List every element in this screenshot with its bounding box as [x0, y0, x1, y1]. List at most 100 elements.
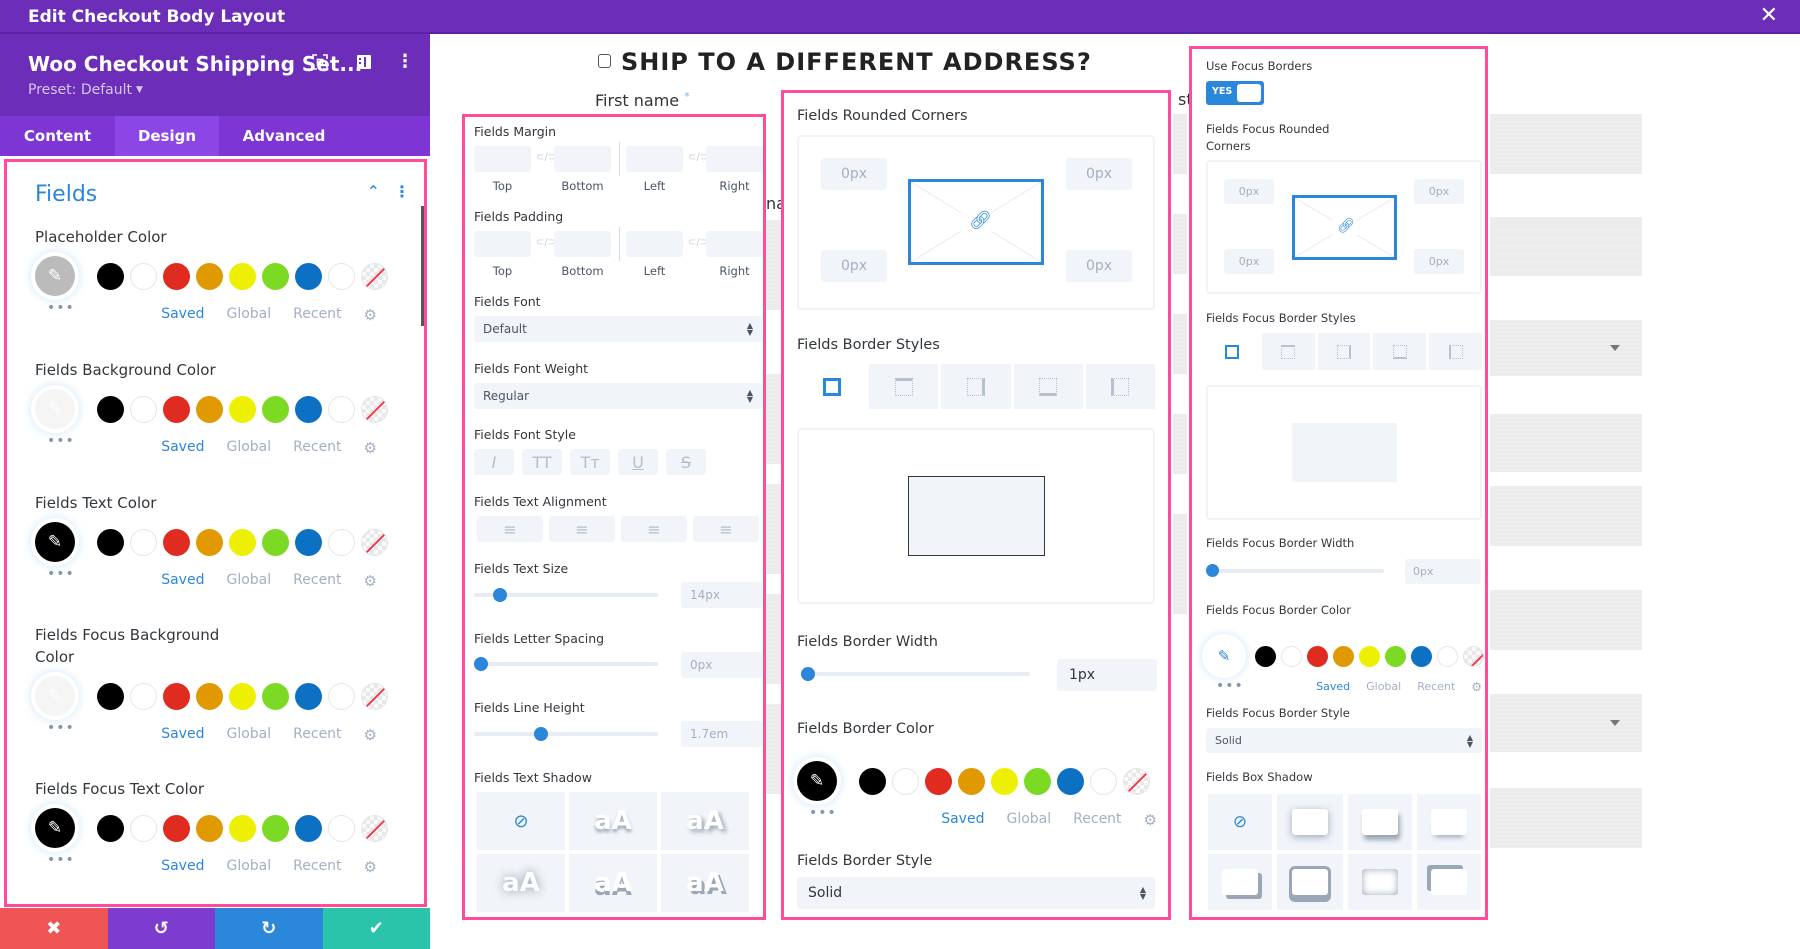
color-picker-button[interactable]: ✎ [797, 761, 837, 801]
global-tab[interactable]: Global [1006, 811, 1052, 827]
saved-tab[interactable]: Saved [161, 306, 205, 322]
more-dots-icon[interactable]: ••• [47, 300, 75, 316]
link-icon[interactable]: 🔗︎ [969, 210, 992, 231]
tab-advanced[interactable]: Advanced [242, 127, 326, 145]
shadow-option-4[interactable]: aA [569, 854, 657, 912]
more-dots-icon[interactable]: ••• [47, 852, 75, 868]
swatch-black[interactable] [97, 263, 124, 290]
margin-top-input[interactable] [474, 146, 531, 172]
swatch-orange[interactable] [958, 768, 985, 795]
swatch-red[interactable] [1307, 646, 1328, 667]
box-shadow-option-7[interactable] [1417, 854, 1481, 910]
recent-tab[interactable]: Recent [293, 572, 342, 588]
color-picker-button[interactable]: ✎ [35, 522, 75, 562]
border-right-icon[interactable] [941, 364, 1011, 409]
swatch-orange[interactable] [196, 396, 223, 423]
box-shadow-option-4[interactable] [1208, 854, 1272, 910]
corner-top-right-input[interactable]: 0px [1066, 158, 1132, 190]
shadow-option-5[interactable]: aA [661, 854, 749, 912]
swatch-white-2[interactable] [328, 263, 355, 290]
box-shadow-option-2[interactable] [1348, 794, 1412, 850]
swatch-orange[interactable] [196, 683, 223, 710]
recent-tab[interactable]: Recent [293, 306, 342, 322]
border-all-sides-icon[interactable] [1206, 333, 1259, 370]
color-picker-button[interactable]: ✎ [35, 256, 75, 296]
swatch-white-2[interactable] [328, 529, 355, 556]
recent-tab[interactable]: Recent [1073, 811, 1122, 827]
saved-tab[interactable]: Saved [941, 811, 985, 827]
saved-tab[interactable]: Saved [161, 572, 205, 588]
swatch-yellow[interactable] [229, 529, 256, 556]
close-icon[interactable]: ✕ [1759, 3, 1778, 28]
focus-border-style-select[interactable]: Solid ▲ ▼ [1206, 728, 1482, 753]
underline-button[interactable]: U [618, 449, 658, 475]
page-select[interactable] [1490, 320, 1642, 376]
slider-handle[interactable] [1206, 564, 1219, 577]
swatch-none[interactable] [361, 396, 388, 423]
padding-bottom-input[interactable] [554, 231, 611, 257]
link-icon[interactable]: 🔗︎ [1337, 218, 1355, 234]
swatch-white-2[interactable] [1437, 646, 1458, 667]
swatch-yellow[interactable] [229, 396, 256, 423]
swatch-green[interactable] [262, 683, 289, 710]
recent-tab[interactable]: Recent [293, 858, 342, 874]
swatch-yellow[interactable] [229, 263, 256, 290]
swatch-none[interactable] [1463, 646, 1484, 667]
swatch-black[interactable] [97, 529, 124, 556]
shadow-option-3[interactable]: aA [477, 854, 565, 912]
border-bottom-icon[interactable] [1373, 333, 1427, 370]
letter-spacing-slider[interactable] [474, 662, 658, 666]
more-dots-icon[interactable]: ••• [47, 720, 75, 736]
swatch-red[interactable] [163, 396, 190, 423]
swatch-red[interactable] [163, 263, 190, 290]
redo-button[interactable]: ↻ [215, 908, 323, 949]
border-top-icon[interactable] [869, 364, 939, 409]
swatch-green[interactable] [262, 263, 289, 290]
swatch-none[interactable] [361, 263, 388, 290]
swatch-white[interactable] [130, 396, 157, 423]
no-shadow-option[interactable]: ⊘ [477, 792, 565, 850]
page-field[interactable] [1490, 486, 1642, 546]
align-justify-icon[interactable]: ≡ [693, 516, 759, 542]
swatch-black[interactable] [97, 683, 124, 710]
swatch-white[interactable] [130, 529, 157, 556]
more-dots-icon[interactable]: ••• [47, 566, 75, 582]
link-icon[interactable]: ⊂/⊃ [688, 237, 709, 248]
recent-tab[interactable]: Recent [293, 726, 342, 742]
page-select[interactable] [1490, 694, 1642, 752]
use-focus-borders-toggle[interactable]: YES [1206, 81, 1264, 105]
box-shadow-option-6[interactable] [1348, 854, 1412, 910]
swatch-white[interactable] [1281, 646, 1302, 667]
swatch-white[interactable] [130, 815, 157, 842]
shadow-option-2[interactable]: aA [661, 792, 749, 850]
sidebar-layout-icon[interactable] [356, 54, 374, 72]
swatch-blue[interactable] [295, 683, 322, 710]
swatch-blue[interactable] [295, 263, 322, 290]
margin-right-input[interactable] [706, 146, 763, 172]
swatch-black[interactable] [97, 396, 124, 423]
strikethrough-button[interactable]: S [666, 449, 706, 475]
swatch-orange[interactable] [196, 529, 223, 556]
section-menu-icon[interactable]: ⋮ [394, 182, 410, 201]
swatch-orange[interactable] [196, 815, 223, 842]
border-all-sides-icon[interactable] [797, 364, 867, 409]
swatch-white-2[interactable] [328, 396, 355, 423]
swatch-red[interactable] [163, 683, 190, 710]
global-tab[interactable]: Global [226, 726, 272, 742]
swatch-none[interactable] [361, 815, 388, 842]
fullscreen-icon[interactable] [312, 54, 330, 72]
capitalize-button[interactable]: Tт [570, 449, 610, 475]
swatch-green[interactable] [262, 529, 289, 556]
link-icon[interactable]: ⊂/⊃ [536, 237, 557, 248]
corner-top-left-input[interactable]: 0px [821, 158, 887, 190]
color-picker-button[interactable]: ✎ [35, 389, 75, 429]
section-title[interactable]: Fields [35, 182, 98, 207]
global-tab[interactable]: Global [1366, 680, 1402, 693]
slider-handle[interactable] [534, 727, 548, 741]
swatch-blue[interactable] [1411, 646, 1432, 667]
slider-handle[interactable] [474, 657, 488, 671]
margin-bottom-input[interactable] [554, 146, 611, 172]
swatch-green[interactable] [1385, 646, 1406, 667]
color-picker-button[interactable]: ✎ [1206, 638, 1242, 674]
swatch-black[interactable] [859, 768, 886, 795]
